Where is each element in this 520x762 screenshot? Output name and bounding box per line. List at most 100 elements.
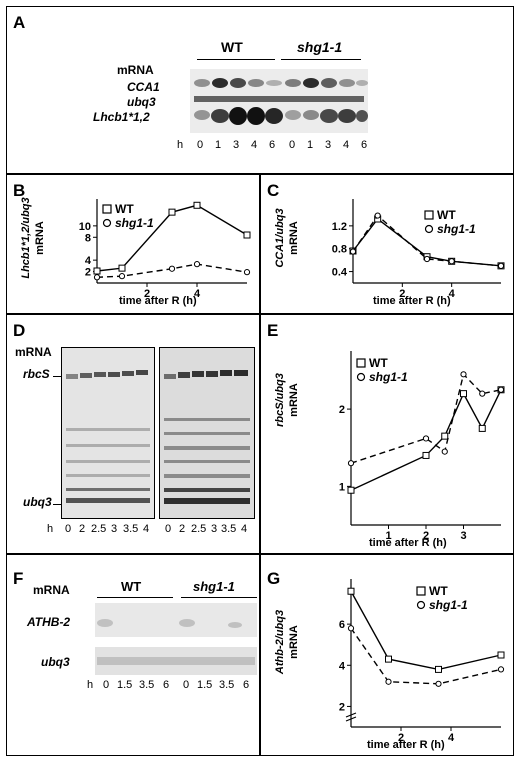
panel-label: B: [13, 181, 26, 200]
northern-blot-image-left: [61, 347, 155, 519]
lane-time: 3.5: [139, 679, 155, 691]
northern-blot-image-athb2: [95, 603, 257, 637]
row-label: CCA1: [127, 80, 160, 94]
panel-label: E: [267, 321, 279, 340]
y-tick-label: 1: [339, 481, 345, 493]
data-point-mutant: [93, 274, 101, 281]
x-tick-label: 4: [448, 732, 455, 744]
data-point-mutant: [448, 258, 455, 265]
lane-time: 2: [79, 523, 86, 535]
x-axis-label: time after R (h): [119, 295, 197, 307]
data-point-wt: [118, 264, 126, 272]
data-point-mutant: [349, 248, 357, 255]
panel-b: B Lhcb1*1,2/ubq3 mRNA 2 4 8 10 2 4 WT shg1-1 ti…: [6, 174, 260, 314]
x-tick-label: 2: [423, 530, 429, 542]
lane-time: 0: [65, 523, 72, 535]
legend-label-mutant: shg1-1: [115, 216, 154, 230]
lane-time: 4: [143, 523, 150, 535]
lane-time: 3.5: [123, 523, 139, 535]
x-tick-label: 4: [449, 288, 456, 300]
lane-time: 2.5: [91, 523, 107, 535]
x-tick-label: 4: [194, 288, 201, 300]
lane-time: 1.5: [117, 679, 133, 691]
y-tick-label: 4: [85, 255, 92, 267]
row-marker: [53, 504, 61, 505]
data-point-wt: [168, 208, 176, 216]
legend-label-wt: WT: [437, 208, 456, 222]
data-point-mutant: [479, 390, 486, 397]
y-tick-label: 0.8: [332, 244, 347, 256]
lane-time: 3: [325, 139, 332, 151]
lane-time: 4: [343, 139, 350, 151]
group-line-mutant: [281, 59, 361, 60]
lane-time: 6: [269, 139, 276, 151]
mrna-label: mRNA: [15, 345, 52, 359]
hours-label: h: [87, 679, 94, 691]
data-point-wt: [441, 432, 449, 440]
lane-time: 3.5: [221, 523, 237, 535]
lane-time: 2.5: [191, 523, 207, 535]
x-tick-label: 3: [460, 530, 466, 542]
lane-time: 3: [111, 523, 118, 535]
data-point-wt: [385, 655, 392, 663]
lane-time: 0: [183, 679, 190, 691]
legend-marker-wt: [416, 586, 426, 596]
series-line-wt: [350, 389, 502, 491]
row-label: Lhcb1*1,2: [93, 110, 150, 124]
y-tick-label: 10: [79, 221, 91, 233]
series-line-mutant: [352, 214, 502, 267]
panel-a: A WT shg1-1 mRNA CCA1 ubq3 Lhcb1*1,2: [6, 6, 514, 174]
data-point-mutant: [243, 269, 251, 276]
data-point-wt: [93, 267, 101, 275]
series-line-mutant: [350, 627, 502, 685]
data-point-wt: [422, 451, 430, 459]
northern-blot-image-ubq3: [95, 647, 257, 675]
y-tick-label: 0.4: [332, 267, 348, 279]
data-point-mutant: [423, 255, 431, 263]
group-line-mutant: [181, 597, 257, 598]
row-label: ubq3: [127, 95, 156, 109]
data-point-mutant: [422, 435, 430, 442]
legend-marker-mutant: [416, 600, 426, 610]
panel-label: G: [267, 569, 281, 588]
row-label: ATHB-2: [27, 615, 71, 629]
data-point-mutant: [193, 261, 201, 268]
legend-label-wt: WT: [115, 202, 134, 216]
group-label-mutant: shg1-1: [297, 39, 343, 55]
lane-time: 4: [251, 139, 258, 151]
legend-label-mutant: shg1-1: [429, 598, 468, 612]
data-point-mutant: [385, 678, 392, 685]
hours-label: h: [177, 139, 184, 151]
y-tick-label: 2: [339, 404, 345, 416]
legend-marker-mutant: [424, 224, 434, 234]
legend-marker-wt: [356, 358, 366, 368]
y-tick-label: 1.2: [332, 221, 347, 233]
lane-time: 0: [289, 139, 296, 151]
y-tick-label: 4: [339, 660, 346, 672]
northern-blot-image: [190, 69, 368, 133]
axis-break: [345, 716, 357, 722]
legend-label-wt: WT: [429, 584, 448, 598]
series-line-wt: [350, 590, 502, 671]
lane-time: 6: [361, 139, 368, 151]
panel-label: D: [13, 321, 26, 340]
data-point-mutant: [168, 265, 176, 272]
panel-g: G Athb-2/ubq3 mRNA 2 4 6 2 4 WT shg1-1 time af…: [260, 554, 514, 756]
x-axis-label: time after R (h): [367, 739, 445, 751]
panel-d: D mRNA rbcS ubq3: [6, 314, 260, 554]
lane-time: 4: [241, 523, 248, 535]
lane-time: 1: [307, 139, 314, 151]
hours-label: h: [47, 523, 54, 535]
data-point-mutant: [497, 666, 505, 673]
legend-label-mutant: shg1-1: [369, 370, 408, 384]
row-label: ubq3: [23, 495, 52, 509]
data-point-mutant: [460, 371, 467, 378]
x-tick-label: 1: [385, 530, 391, 542]
data-point-mutant: [347, 625, 355, 632]
data-point-mutant: [374, 212, 381, 219]
data-point-wt: [435, 665, 442, 673]
